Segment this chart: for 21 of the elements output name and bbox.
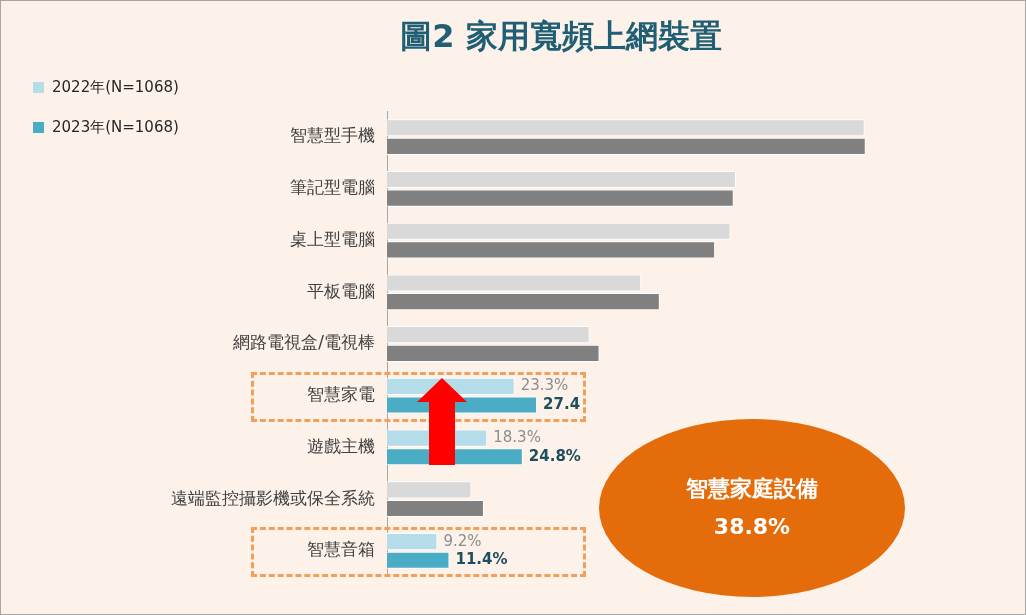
y-tick-label: 智慧家電 <box>307 384 375 405</box>
y-tick-label: 筆記型電腦 <box>290 177 375 198</box>
y-tick-label: 遊戲主機 <box>307 435 375 456</box>
data-label: 18.3% <box>493 428 541 447</box>
oval-callout: 智慧家庭設備 38.8% <box>599 419 905 597</box>
data-label: 23.3% <box>520 376 569 395</box>
data-label: 9.2% <box>443 531 482 550</box>
data-label: 11.4% <box>455 550 508 569</box>
y-tick-label: 遠端監控攝影機或保全系統 <box>171 487 375 508</box>
y-tick-label: 智慧型手機 <box>290 125 375 146</box>
annotation: 38.8% <box>713 513 791 541</box>
legend-label: 2022年(N=1068) <box>52 77 179 97</box>
annotation: 智慧家庭設備 <box>686 475 818 503</box>
data-label: 24.8% <box>528 446 581 465</box>
y-tick-label: 平板電腦 <box>307 280 375 301</box>
data-label: 27.4 <box>543 394 581 413</box>
y-tick-label: 智慧音箱 <box>307 539 375 560</box>
legend-label: 2023年(N=1068) <box>52 117 179 137</box>
y-tick-label: 網路電視盒/電視棒 <box>232 332 375 353</box>
y-tick-label: 桌上型電腦 <box>290 228 375 249</box>
chart-title: 圖2 家用寬頻上網裝置 <box>399 16 723 57</box>
